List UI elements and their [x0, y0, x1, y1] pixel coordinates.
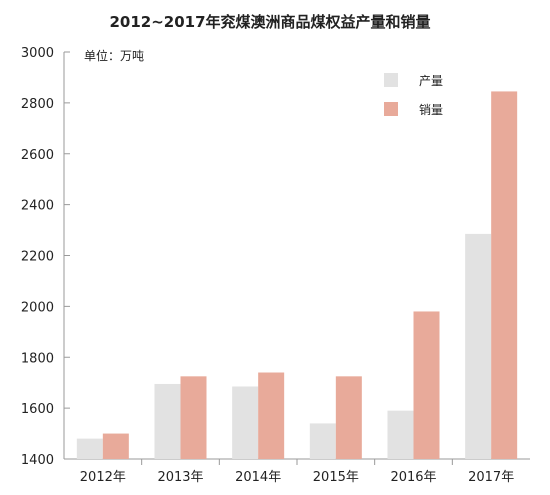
unit-label: 单位：万吨 [84, 48, 144, 63]
y-tick-label: 3000 [21, 46, 54, 61]
bars [76, 91, 518, 459]
bar-销量-2015年 [335, 376, 362, 459]
x-tick-label: 2012年 [80, 470, 126, 485]
bar-产量-2012年 [76, 438, 103, 459]
bar-销量-2017年 [491, 91, 518, 459]
axes: 1400 1600 1800 2000 2200 2400 2600 2800 3000 2012… [21, 46, 530, 485]
bar-销量-2012年 [102, 433, 129, 459]
x-tick-label: 2015年 [313, 470, 359, 485]
bar-销量-2014年 [258, 372, 285, 459]
y-tick-label: 2800 [21, 97, 54, 112]
y-tick-label: 2200 [21, 250, 54, 265]
bar-产量-2017年 [465, 233, 492, 459]
chart-title: 2012~2017年兖煤澳洲商品煤权益产量和销量 [109, 13, 430, 31]
x-tick-label: 2016年 [390, 470, 436, 485]
y-tick-label: 2000 [21, 300, 54, 315]
y-tick-label: 2600 [21, 148, 54, 163]
bar-销量-2016年 [413, 311, 440, 459]
legend-label: 产量 [419, 74, 443, 88]
bar-产量-2015年 [309, 423, 336, 459]
bar-产量-2013年 [154, 383, 181, 459]
y-tick-label: 2400 [21, 199, 54, 214]
legend-swatch [384, 102, 398, 116]
legend-label: 销量 [419, 103, 443, 117]
y-tick-label: 1400 [21, 453, 54, 468]
x-tick-label: 2017年 [468, 470, 514, 485]
bar-产量-2016年 [387, 410, 414, 459]
legend-swatch [384, 73, 398, 87]
y-tick-label: 1600 [21, 402, 54, 417]
x-tick-label: 2014年 [235, 470, 281, 485]
bar-销量-2013年 [180, 376, 207, 459]
bar-产量-2014年 [232, 386, 259, 459]
x-tick-label: 2013年 [157, 470, 203, 485]
y-tick-label: 1800 [21, 351, 54, 366]
